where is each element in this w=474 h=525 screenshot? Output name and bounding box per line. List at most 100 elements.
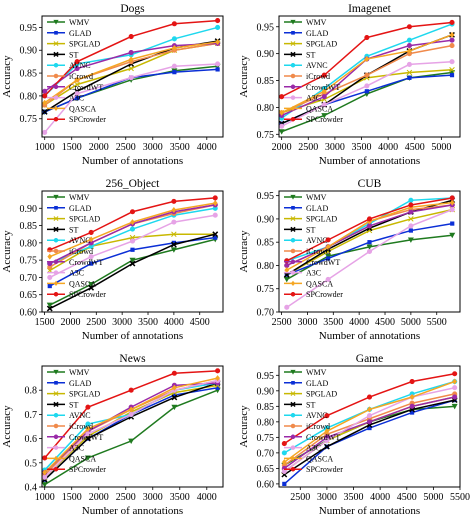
point-st	[170, 241, 177, 248]
x-tick-label: 4000	[164, 317, 184, 328]
legend-marker	[291, 205, 295, 210]
y-tick-label: 0.90	[20, 204, 38, 215]
legend-label: SPGLAD	[69, 390, 100, 399]
x-tick-label: 4500	[405, 142, 425, 153]
x-axis-label: Number of annotations	[319, 155, 420, 167]
x-axis-label: Number of annotations	[82, 155, 183, 167]
legend-label: QASCA	[69, 104, 96, 113]
legend-marker	[290, 95, 296, 100]
series-st	[46, 231, 219, 312]
y-tick-label: 0.65	[257, 464, 275, 475]
y-tick-label: 0.85	[20, 221, 38, 232]
legend-item-wmv: WMV	[284, 193, 327, 202]
legend-item-a3c: A3C	[47, 269, 84, 278]
x-tick-label: 4500	[375, 317, 395, 328]
legend-item-spcrowder: SPCrowder	[284, 115, 343, 124]
plot-area	[41, 368, 221, 488]
legend-marker	[290, 237, 296, 243]
point-spcrowder	[42, 455, 48, 461]
legend-label: SPCrowder	[69, 465, 106, 474]
x-tick-label: 1500	[62, 492, 82, 503]
point-a3c	[408, 223, 414, 229]
legend-item-avnc: AVNC	[284, 236, 328, 245]
legend-label: iCrowd	[69, 422, 93, 431]
legend-label: GLAD	[306, 29, 328, 38]
point-spcrowder	[215, 18, 221, 24]
x-tick-label: 4000	[197, 142, 217, 153]
point-a3c	[279, 123, 285, 129]
plot-frame	[278, 365, 461, 488]
legend-marker	[290, 51, 296, 58]
point-crowdwt	[366, 223, 373, 229]
y-tick-label: 0.60	[20, 308, 38, 319]
x-tick-label: 3000	[143, 142, 163, 153]
plot-frame	[278, 190, 461, 313]
chart-title: News	[119, 353, 146, 365]
legend-marker	[290, 216, 296, 222]
series-spcrowder	[284, 195, 455, 264]
point-wmv	[171, 404, 178, 411]
point-st	[46, 305, 53, 312]
y-tick-label: 0.75	[257, 130, 275, 141]
legend-marker	[291, 380, 295, 385]
point-a3c	[284, 304, 290, 310]
legend-item-glad: GLAD	[47, 379, 91, 388]
point-spcrowder	[452, 371, 458, 377]
point-a3c	[324, 437, 330, 444]
point-glad	[215, 67, 220, 72]
point-a3c	[47, 274, 53, 280]
legend-label: AVNC	[306, 61, 328, 70]
point-wmv	[407, 237, 414, 243]
series-a3c	[42, 61, 221, 135]
point-wmv	[88, 281, 95, 288]
legend-marker	[290, 455, 296, 461]
chart-panel-news: News 0.4 0.5 0.6 0.7 0.8 1000 1500 2000 2500 3000 3…	[0, 350, 237, 525]
legend-label: SPGLAD	[306, 390, 337, 399]
y-tick-label: 0.75	[20, 256, 38, 267]
legend-item-crowdwt: CrowdWT	[284, 83, 340, 92]
point-qasca	[171, 207, 177, 214]
chart-title: 256_Object	[106, 178, 160, 190]
y-axis-label: Accuracy	[238, 405, 250, 448]
point-glad	[172, 70, 177, 75]
point-crowdwt	[366, 419, 373, 425]
chart-svg-news: News 0.4 0.5 0.6 0.7 0.8 1000 1500 2000 2500 3000 3…	[1, 353, 224, 517]
point-crowdwt	[452, 394, 458, 400]
point-wmv	[278, 129, 285, 135]
legend-label: ST	[69, 225, 78, 234]
point-spcrowder	[74, 59, 80, 65]
y-axis-label: Accuracy	[1, 230, 13, 273]
plot-area	[46, 195, 219, 312]
y-tick-label: 0.5	[25, 458, 38, 469]
point-spglad	[128, 65, 134, 72]
series-qasca	[281, 378, 458, 466]
legend-item-spglad: SPGLAD	[47, 390, 100, 399]
y-tick-label: 0.95	[257, 371, 275, 382]
point-spcrowder	[128, 33, 134, 40]
point-crowdwt	[409, 403, 415, 409]
x-axis-label: Number of annotations	[319, 330, 420, 342]
point-a3c	[74, 91, 80, 97]
legend-label: SPCrowder	[306, 115, 343, 124]
legend-item-icrowd: iCrowd	[47, 422, 93, 431]
chart-svg-imagenet: Imagenet 0.75 0.80 0.85 0.90 0.95 2000 2500 3000…	[238, 3, 461, 167]
point-icrowd	[364, 72, 370, 78]
point-crowdwt	[128, 49, 134, 56]
point-a3c	[321, 102, 327, 108]
point-qasca	[128, 56, 134, 63]
point-qasca	[452, 378, 458, 385]
point-a3c	[128, 75, 134, 81]
point-glad	[130, 247, 135, 252]
legend-label: SPCrowder	[306, 465, 343, 474]
legend-label: SPCrowder	[69, 290, 106, 299]
legend-item-wmv: WMV	[284, 18, 327, 27]
legend-item-avnc: AVNC	[47, 61, 91, 70]
legend-item-qasca: QASCA	[284, 104, 333, 113]
legend-item-a3c: A3C	[284, 269, 321, 278]
point-crowdwt	[321, 94, 327, 100]
point-qasca	[325, 243, 331, 250]
legend-marker	[290, 194, 296, 200]
point-wmv	[366, 244, 373, 250]
y-tick-label: 0.75	[257, 284, 275, 295]
point-spcrowder	[409, 378, 415, 385]
